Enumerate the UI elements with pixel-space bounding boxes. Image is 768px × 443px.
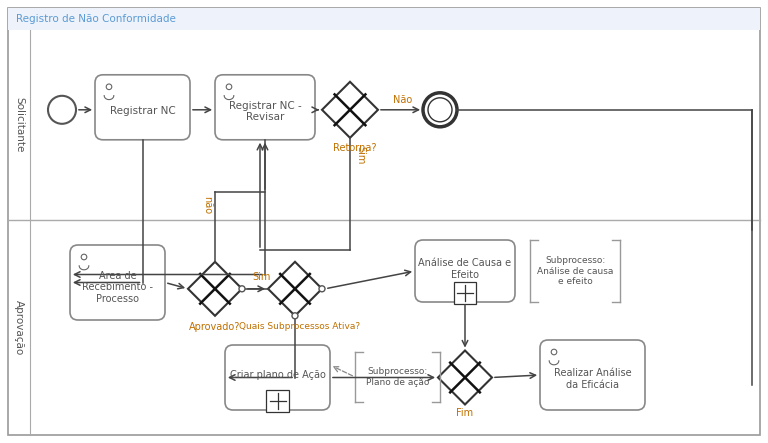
Text: Subprocesso:
Análise de causa
e efeito: Subprocesso: Análise de causa e efeito xyxy=(537,256,613,286)
FancyBboxPatch shape xyxy=(215,75,315,140)
Text: Solicitante: Solicitante xyxy=(14,97,24,153)
Text: Registro de Não Conformidade: Registro de Não Conformidade xyxy=(16,14,176,24)
Circle shape xyxy=(239,286,245,292)
Circle shape xyxy=(319,286,325,292)
FancyBboxPatch shape xyxy=(540,340,645,410)
Circle shape xyxy=(428,98,452,122)
Text: Quais Subprocessos Ativa?: Quais Subprocessos Ativa? xyxy=(240,323,360,331)
Bar xyxy=(266,390,289,412)
Text: Area de
Recebimento -
Processo: Area de Recebimento - Processo xyxy=(82,271,153,304)
Text: não: não xyxy=(202,196,212,214)
Text: Não: Não xyxy=(393,95,412,105)
Text: Fim: Fim xyxy=(456,408,474,417)
Polygon shape xyxy=(268,262,322,316)
FancyBboxPatch shape xyxy=(70,245,165,320)
Circle shape xyxy=(81,254,87,260)
Polygon shape xyxy=(322,82,378,138)
Text: Análise de Causa e
Efeito: Análise de Causa e Efeito xyxy=(419,258,511,280)
Circle shape xyxy=(292,313,298,319)
Text: Registrar NC: Registrar NC xyxy=(110,106,175,117)
Text: Subprocesso:
Plano de ação: Subprocesso: Plano de ação xyxy=(366,367,429,387)
Circle shape xyxy=(48,96,76,124)
Text: Sim: Sim xyxy=(355,146,365,164)
Circle shape xyxy=(227,84,232,89)
Text: Aprovado?: Aprovado? xyxy=(190,322,240,332)
Text: Aprovação: Aprovação xyxy=(14,300,24,355)
Circle shape xyxy=(551,349,557,355)
Text: Retorna?: Retorna? xyxy=(333,143,377,153)
FancyBboxPatch shape xyxy=(415,240,515,302)
Text: Registrar NC -
Revisar: Registrar NC - Revisar xyxy=(229,101,301,122)
Polygon shape xyxy=(438,350,492,404)
FancyBboxPatch shape xyxy=(225,345,330,410)
Text: Realizar Análise
da Eficácia: Realizar Análise da Eficácia xyxy=(554,368,631,390)
Bar xyxy=(454,282,476,304)
Polygon shape xyxy=(188,262,242,316)
FancyBboxPatch shape xyxy=(95,75,190,140)
Circle shape xyxy=(423,93,457,127)
Text: Criar plano de Ação: Criar plano de Ação xyxy=(230,370,326,381)
Circle shape xyxy=(106,84,112,89)
Bar xyxy=(8,8,760,30)
Text: Sim: Sim xyxy=(253,272,271,282)
